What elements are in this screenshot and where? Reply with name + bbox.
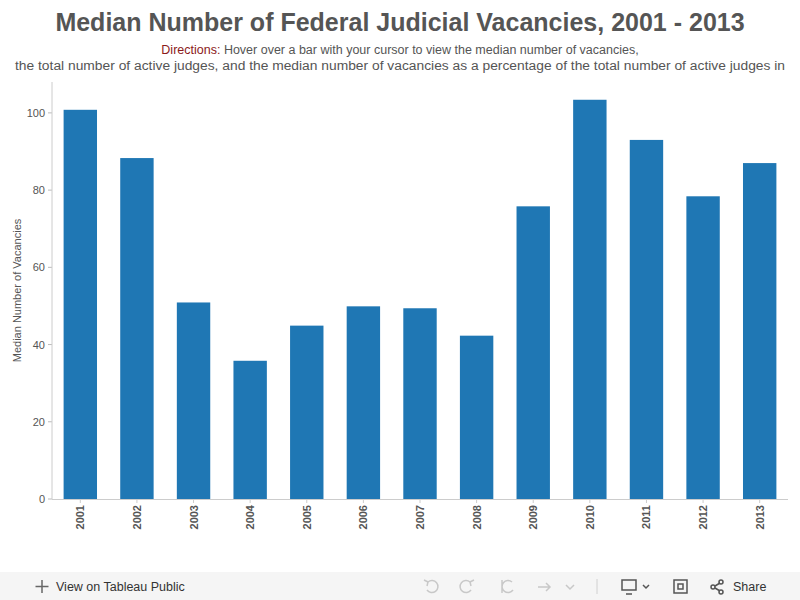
redo-icon <box>460 580 474 593</box>
x-tick <box>759 499 760 503</box>
download-icon <box>626 585 649 594</box>
bars <box>64 100 777 499</box>
x-tick-label: 2010 <box>584 505 596 529</box>
x-tick-label: 2011 <box>640 505 652 529</box>
download-icon[interactable] <box>622 580 636 590</box>
bar <box>686 196 719 499</box>
x-tick-label: 2005 <box>301 505 313 529</box>
toolbar-icons <box>424 580 574 593</box>
bar <box>120 158 153 499</box>
y-tick-label: 40 <box>33 339 45 351</box>
bar <box>517 206 550 499</box>
x-tick-label: 2012 <box>697 505 709 529</box>
subtitle: the total number of active judges, and t… <box>15 59 785 73</box>
toolbar-sep <box>597 579 598 594</box>
y-tick <box>48 190 52 191</box>
bar <box>177 302 210 499</box>
x-tick <box>646 499 647 503</box>
revert-icon <box>502 580 513 593</box>
y-tick-label: 0 <box>39 493 45 505</box>
x-tick-label: 2008 <box>471 505 483 529</box>
tableau-icon <box>36 580 49 593</box>
y-axis-line <box>52 82 53 499</box>
y-tick <box>48 421 52 422</box>
x-tick <box>476 499 477 503</box>
undo-icon <box>424 580 438 593</box>
x-tick-label: 2013 <box>754 505 766 529</box>
y-tick <box>48 344 52 345</box>
bar <box>64 110 97 499</box>
x-tick <box>306 499 307 503</box>
x-tick <box>420 499 421 503</box>
view-link[interactable]: View on Tableau Public <box>56 580 185 594</box>
bar <box>403 308 436 499</box>
subtitle-label: Directions: <box>161 43 224 57</box>
x-tick-label: 2001 <box>74 505 86 529</box>
x-tick <box>703 499 704 503</box>
bar <box>347 306 380 499</box>
share-icon <box>715 583 720 591</box>
y-tick-label: 100 <box>27 107 45 119</box>
y-tick <box>48 267 52 268</box>
x-tick <box>136 499 137 503</box>
x-tick-label: 2007 <box>414 505 426 529</box>
y-tick-label: 60 <box>33 261 45 273</box>
x-tick <box>193 499 194 503</box>
x-tick-label: 2002 <box>131 505 143 529</box>
refresh-icon <box>538 583 550 591</box>
toolbar <box>0 572 800 600</box>
x-tick-label: 2009 <box>527 505 539 529</box>
fullscreen-icon[interactable] <box>674 580 687 593</box>
y-tick <box>48 499 52 500</box>
subtitle-text: Hover over a bar with your cursor to vie… <box>224 43 639 57</box>
x-tick <box>250 499 251 503</box>
bar <box>573 100 606 499</box>
background <box>0 0 800 600</box>
bar <box>460 336 493 499</box>
y-tick-label: 20 <box>33 416 45 428</box>
bar <box>290 326 323 499</box>
x-tick <box>80 499 81 503</box>
y-axis-label: Median Number of Vacancies <box>11 218 23 362</box>
y-tick <box>48 112 52 113</box>
fullscreen-icon <box>678 584 683 589</box>
x-tick-label: 2003 <box>188 505 200 529</box>
bar <box>233 361 266 499</box>
x-tick <box>589 499 590 503</box>
icon-part <box>36 586 49 588</box>
x-tick-label: 2006 <box>357 505 369 529</box>
toolbar-icons <box>622 580 723 594</box>
share-icon <box>711 585 715 589</box>
share-link[interactable]: Share <box>733 580 766 594</box>
subtitle: Directions: Hover over a bar with your c… <box>161 43 638 57</box>
y-tick-label: 80 <box>33 184 45 196</box>
x-tick <box>363 499 364 503</box>
title: Median Number of Federal Judicial Vacanc… <box>55 8 744 36</box>
bar <box>743 163 776 499</box>
dropdown-icon <box>566 585 574 589</box>
x-tick <box>533 499 534 503</box>
x-tick-label: 2004 <box>244 504 256 529</box>
bar <box>630 140 663 499</box>
